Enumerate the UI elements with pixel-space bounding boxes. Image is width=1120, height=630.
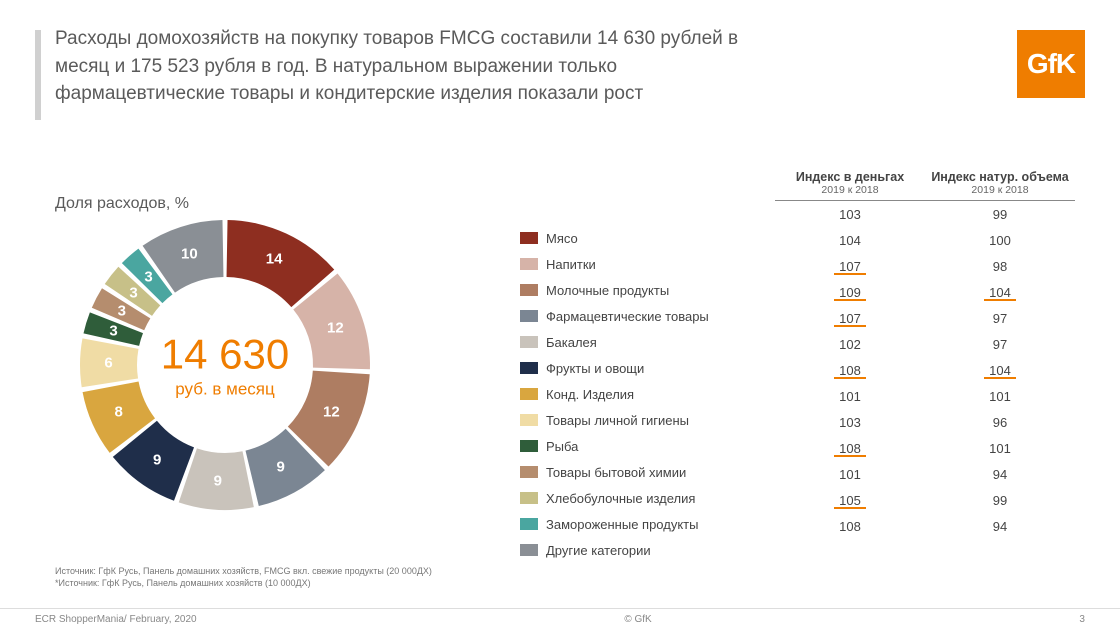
volume-index-cell: 99 <box>925 207 1075 222</box>
money-index-cell: 104 <box>775 233 925 248</box>
money-index-cell: 107 <box>775 311 925 326</box>
legend-item: Мясо <box>520 225 730 251</box>
legend-swatch <box>520 310 538 322</box>
table-row: 101101 <box>775 383 1075 409</box>
title-accent-bar <box>35 30 41 120</box>
volume-index-cell: 96 <box>925 415 1075 430</box>
center-value: 14 630 <box>161 333 289 375</box>
donut-slice <box>80 338 138 387</box>
legend-label: Товары личной гигиены <box>546 413 689 428</box>
legend-swatch <box>520 284 538 296</box>
legend-item: Замороженные продукты <box>520 511 730 537</box>
volume-index-cell: 99 <box>925 493 1075 508</box>
table-row: 10894 <box>775 513 1075 539</box>
legend-item: Напитки <box>520 251 730 277</box>
footer-right: 3 <box>1079 614 1085 625</box>
table-row: 104100 <box>775 227 1075 253</box>
money-index-cell: 101 <box>775 389 925 404</box>
table-row: 108101 <box>775 435 1075 461</box>
money-index-cell: 108 <box>775 519 925 534</box>
legend-swatch <box>520 258 538 270</box>
footer: ECR ShopperMania/ February, 2020 © GfK 3 <box>0 608 1120 630</box>
legend-item: Фармацевтические товары <box>520 303 730 329</box>
volume-index-cell: 101 <box>925 441 1075 456</box>
table-row: 10297 <box>775 331 1075 357</box>
money-index-cell: 103 <box>775 207 925 222</box>
legend-item: Конд. Изделия <box>520 381 730 407</box>
legend-swatch <box>520 232 538 244</box>
footer-left: ECR ShopperMania/ February, 2020 <box>35 614 197 625</box>
footnotes: Источник: ГфК Русь, Панель домашних хозя… <box>55 565 432 590</box>
footer-center: © GfK <box>624 614 651 625</box>
legend-label: Хлебобулочные изделия <box>546 491 695 506</box>
legend-label: Конд. Изделия <box>546 387 634 402</box>
col2-title: Индекс натур. объема <box>925 170 1075 184</box>
table-row: 10798 <box>775 253 1075 279</box>
legend-item: Товары бытовой химии <box>520 459 730 485</box>
index-table: Индекс в деньгах 2019 к 2018 Индекс нату… <box>775 170 1075 539</box>
legend-swatch <box>520 466 538 478</box>
legend-label: Фармацевтические товары <box>546 309 709 324</box>
volume-index-cell: 97 <box>925 311 1075 326</box>
legend-item: Хлебобулочные изделия <box>520 485 730 511</box>
table-row: 10399 <box>775 201 1075 227</box>
money-index-cell: 102 <box>775 337 925 352</box>
volume-index-cell: 97 <box>925 337 1075 352</box>
table-row: 10797 <box>775 305 1075 331</box>
table-row: 10194 <box>775 461 1075 487</box>
legend-label: Бакалея <box>546 335 597 350</box>
legend-swatch <box>520 414 538 426</box>
legend-swatch <box>520 440 538 452</box>
legend-label: Молочные продукты <box>546 283 669 298</box>
table-row: 109104 <box>775 279 1075 305</box>
donut-chart: 14 630 руб. в месяц 14121299986333310 <box>55 195 395 535</box>
volume-index-cell: 101 <box>925 389 1075 404</box>
legend-label: Замороженные продукты <box>546 517 698 532</box>
volume-index-cell: 94 <box>925 467 1075 482</box>
money-index-cell: 103 <box>775 415 925 430</box>
legend-swatch <box>520 362 538 374</box>
table-row: 10599 <box>775 487 1075 513</box>
money-index-cell: 109 <box>775 285 925 300</box>
legend-item: Бакалея <box>520 329 730 355</box>
legend-label: Фрукты и овощи <box>546 361 644 376</box>
money-index-cell: 101 <box>775 467 925 482</box>
money-index-cell: 105 <box>775 493 925 508</box>
legend-item: Молочные продукты <box>520 277 730 303</box>
col2-sub: 2019 к 2018 <box>925 184 1075 196</box>
money-index-cell: 107 <box>775 259 925 274</box>
legend-swatch <box>520 336 538 348</box>
money-index-cell: 108 <box>775 363 925 378</box>
legend-item: Другие категории <box>520 537 730 563</box>
legend-item: Рыба <box>520 433 730 459</box>
volume-index-cell: 100 <box>925 233 1075 248</box>
table-row: 10396 <box>775 409 1075 435</box>
volume-index-cell: 98 <box>925 259 1075 274</box>
legend: Мясо Напитки Молочные продукты Фармацевтиче… <box>520 225 730 563</box>
legend-item: Товары личной гигиены <box>520 407 730 433</box>
volume-index-cell: 104 <box>925 285 1075 300</box>
legend-label: Товары бытовой химии <box>546 465 686 480</box>
col1-sub: 2019 к 2018 <box>775 184 925 196</box>
legend-label: Другие категории <box>546 543 651 558</box>
legend-swatch <box>520 492 538 504</box>
legend-label: Рыба <box>546 439 578 454</box>
volume-index-cell: 104 <box>925 363 1075 378</box>
center-sub: руб. в месяц <box>161 379 289 399</box>
page-title: Расходы домохозяйств на покупку товаров … <box>55 25 755 108</box>
table-row: 108104 <box>775 357 1075 383</box>
col1-title: Индекс в деньгах <box>775 170 925 184</box>
legend-label: Напитки <box>546 257 596 272</box>
volume-index-cell: 94 <box>925 519 1075 534</box>
legend-swatch <box>520 388 538 400</box>
legend-item: Фрукты и овощи <box>520 355 730 381</box>
money-index-cell: 108 <box>775 441 925 456</box>
legend-swatch <box>520 518 538 530</box>
gfk-logo: GfK <box>1017 30 1085 98</box>
legend-swatch <box>520 544 538 556</box>
legend-label: Мясо <box>546 231 578 246</box>
